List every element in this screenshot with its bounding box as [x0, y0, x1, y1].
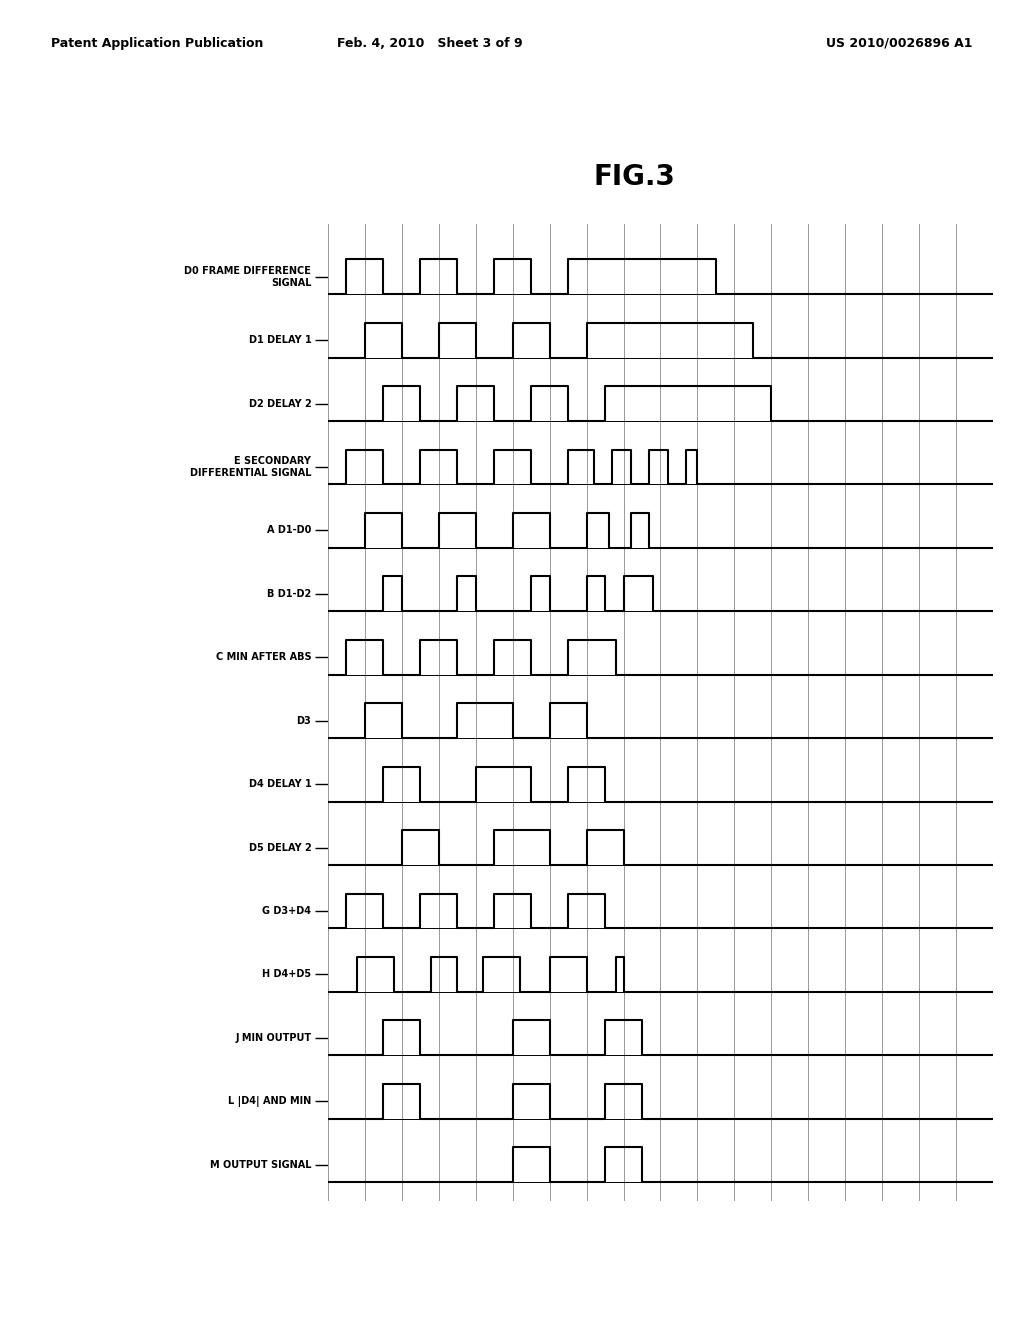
Text: A D1-D0: A D1-D0: [267, 525, 311, 536]
Text: D4 DELAY 1: D4 DELAY 1: [249, 779, 311, 789]
Text: H D4+D5: H D4+D5: [262, 969, 311, 979]
Text: L |D4| AND MIN: L |D4| AND MIN: [228, 1096, 311, 1106]
Text: G D3+D4: G D3+D4: [262, 906, 311, 916]
Text: D5 DELAY 2: D5 DELAY 2: [249, 842, 311, 853]
Text: D2 DELAY 2: D2 DELAY 2: [249, 399, 311, 409]
Text: J MIN OUTPUT: J MIN OUTPUT: [236, 1032, 311, 1043]
Text: D0 FRAME DIFFERENCE
SIGNAL: D0 FRAME DIFFERENCE SIGNAL: [184, 265, 311, 288]
Text: B D1-D2: B D1-D2: [267, 589, 311, 599]
Text: US 2010/0026896 A1: US 2010/0026896 A1: [826, 37, 973, 50]
Text: M OUTPUT SIGNAL: M OUTPUT SIGNAL: [210, 1160, 311, 1170]
Text: D3: D3: [297, 715, 311, 726]
Text: FIG.3: FIG.3: [594, 164, 676, 191]
Text: Patent Application Publication: Patent Application Publication: [51, 37, 263, 50]
Text: Feb. 4, 2010   Sheet 3 of 9: Feb. 4, 2010 Sheet 3 of 9: [337, 37, 523, 50]
Text: C MIN AFTER ABS: C MIN AFTER ABS: [216, 652, 311, 663]
Text: E SECONDARY
DIFFERENTIAL SIGNAL: E SECONDARY DIFFERENTIAL SIGNAL: [189, 457, 311, 478]
Text: D1 DELAY 1: D1 DELAY 1: [249, 335, 311, 345]
